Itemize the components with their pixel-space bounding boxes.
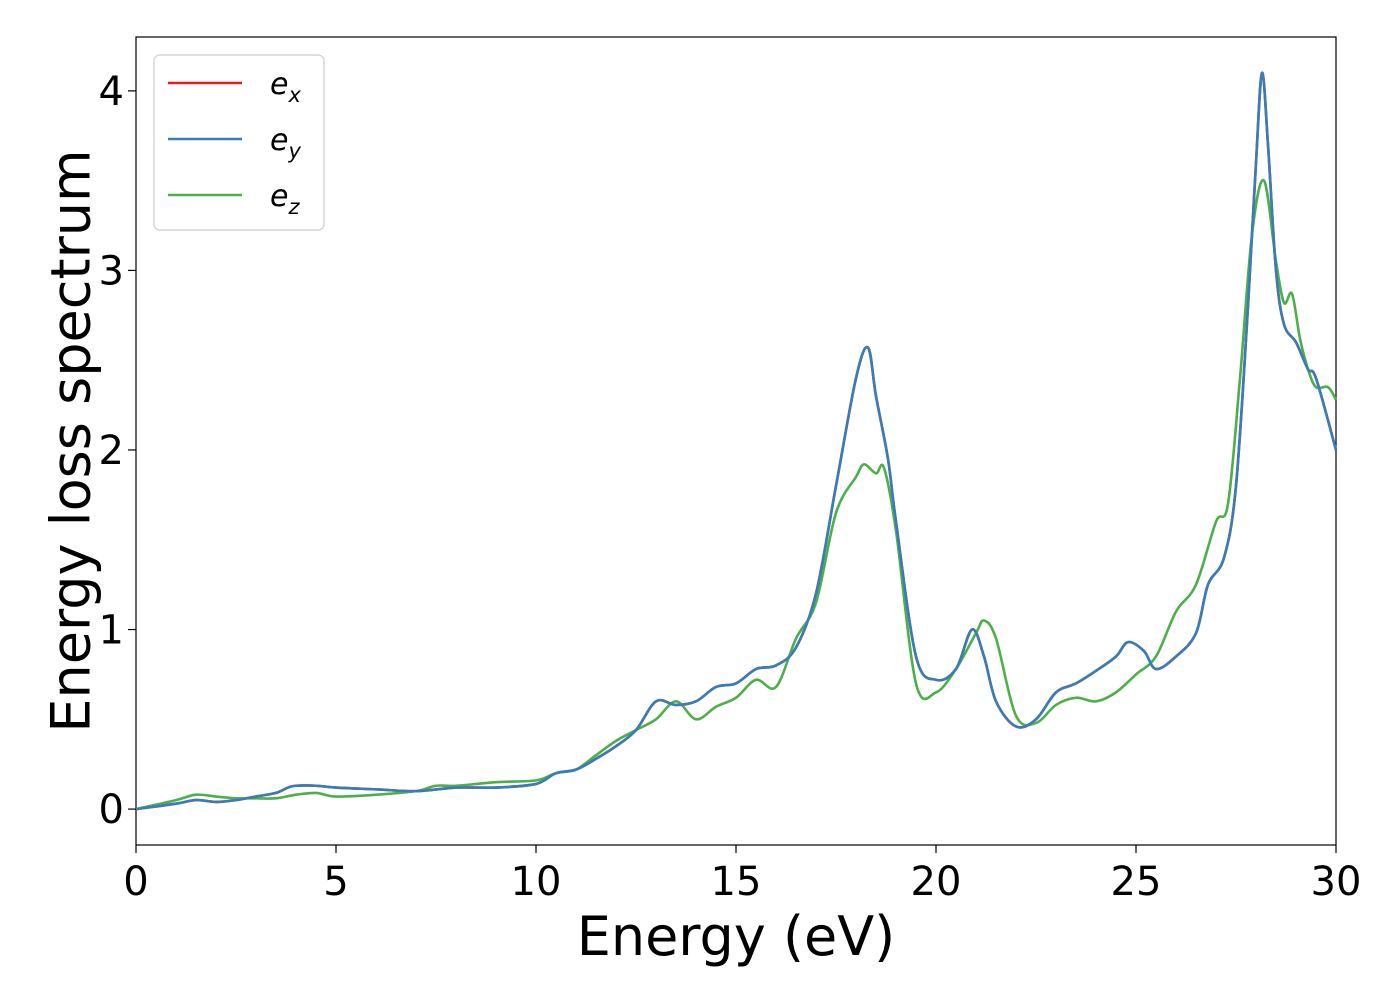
ticks: 0 5 10 15 20 25 30 0 1 2 3 4 xyxy=(99,69,1362,905)
legend-label-ex: ex xyxy=(270,67,301,107)
y-axis-label: Energy loss spectrum xyxy=(40,149,103,732)
y-tick-label: 2 xyxy=(99,428,124,474)
x-tick-label: 10 xyxy=(511,859,562,905)
x-tick-label: 0 xyxy=(123,859,148,905)
x-tick-label: 25 xyxy=(1111,859,1162,905)
y-tick-label: 0 xyxy=(99,787,124,833)
series-lines xyxy=(135,71,1338,811)
x-tick-label: 20 xyxy=(911,859,962,905)
y-tick-label: 4 xyxy=(99,69,124,115)
y-tick-label: 3 xyxy=(99,248,124,294)
x-tick-label: 5 xyxy=(323,859,348,905)
series-line-ez xyxy=(135,178,1338,811)
legend-box xyxy=(153,54,325,231)
y-tick-label: 1 xyxy=(99,608,124,654)
x-tick-label: 15 xyxy=(711,859,762,905)
x-tick-label: 30 xyxy=(1311,859,1362,905)
x-axis-label: Energy (eV) xyxy=(577,905,896,968)
series-line-ey xyxy=(135,71,1338,811)
